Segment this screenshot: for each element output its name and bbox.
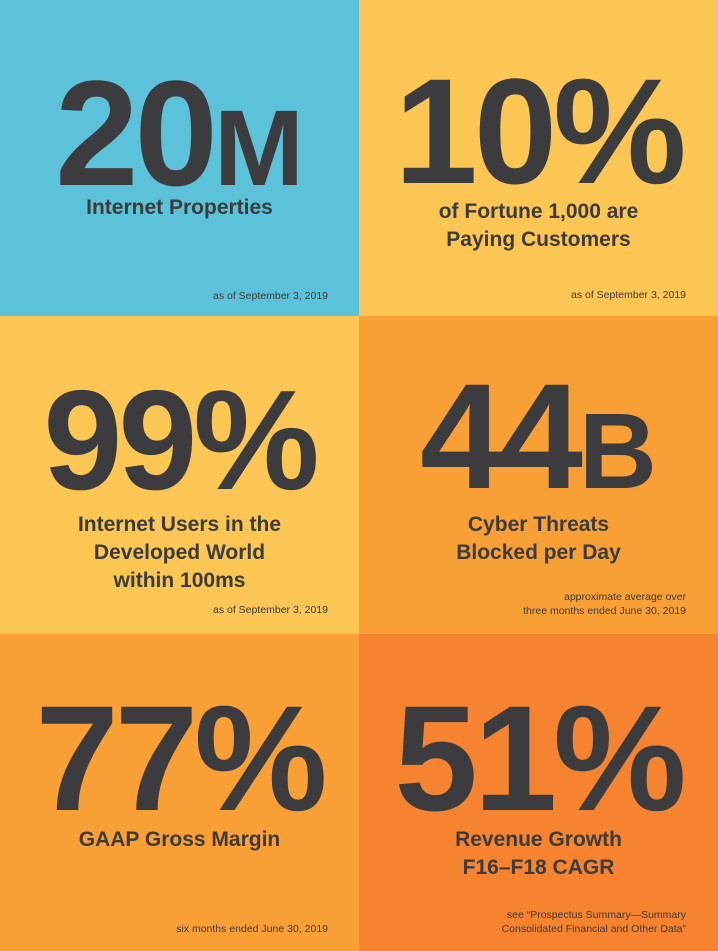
stat-internet-properties: 20M Internet Properties as of September … bbox=[0, 0, 359, 316]
stat-caption: of Fortune 1,000 are Paying Customers bbox=[438, 200, 639, 251]
stat-footnote: as of September 3, 2019 bbox=[213, 290, 328, 302]
stat-value: 10% bbox=[394, 47, 686, 215]
stat-gross-margin: 77% GAAP Gross Margin six months ended J… bbox=[0, 634, 359, 951]
stat-value: 20M bbox=[55, 49, 304, 217]
stat-footnote: approximate average over three months end… bbox=[523, 591, 686, 617]
stat-cyber-threats: 44B Cyber Threats Blocked per Day approxi… bbox=[359, 316, 718, 634]
stat-footnote: see “Prospectus Summary—Summary Consolida… bbox=[501, 909, 686, 935]
stat-value: 51% bbox=[394, 674, 686, 842]
stat-footnote: six months ended June 30, 2019 bbox=[176, 923, 328, 935]
stat-caption: Internet Properties bbox=[86, 196, 273, 219]
stat-value: 44B bbox=[420, 352, 657, 520]
stat-caption: Revenue Growth F16–F18 CAGR bbox=[455, 828, 622, 879]
stat-footnote: as of September 3, 2019 bbox=[571, 289, 686, 301]
stat-caption: Internet Users in the Developed World with… bbox=[77, 513, 282, 592]
stat-caption: GAAP Gross Margin bbox=[78, 828, 281, 851]
stat-fortune-customers: 10% of Fortune 1,000 are Paying Customers… bbox=[359, 0, 718, 316]
stat-caption: Cyber Threats Blocked per Day bbox=[456, 513, 621, 564]
stat-footnote: as of September 3, 2019 bbox=[213, 604, 328, 616]
stat-internet-users: 99% Internet Users in the Developed World… bbox=[0, 316, 359, 634]
stat-value: 77% bbox=[35, 674, 327, 842]
stat-revenue-growth: 51% Revenue Growth F16–F18 CAGR see “Pros… bbox=[359, 634, 718, 951]
stat-value: 99% bbox=[43, 361, 319, 520]
